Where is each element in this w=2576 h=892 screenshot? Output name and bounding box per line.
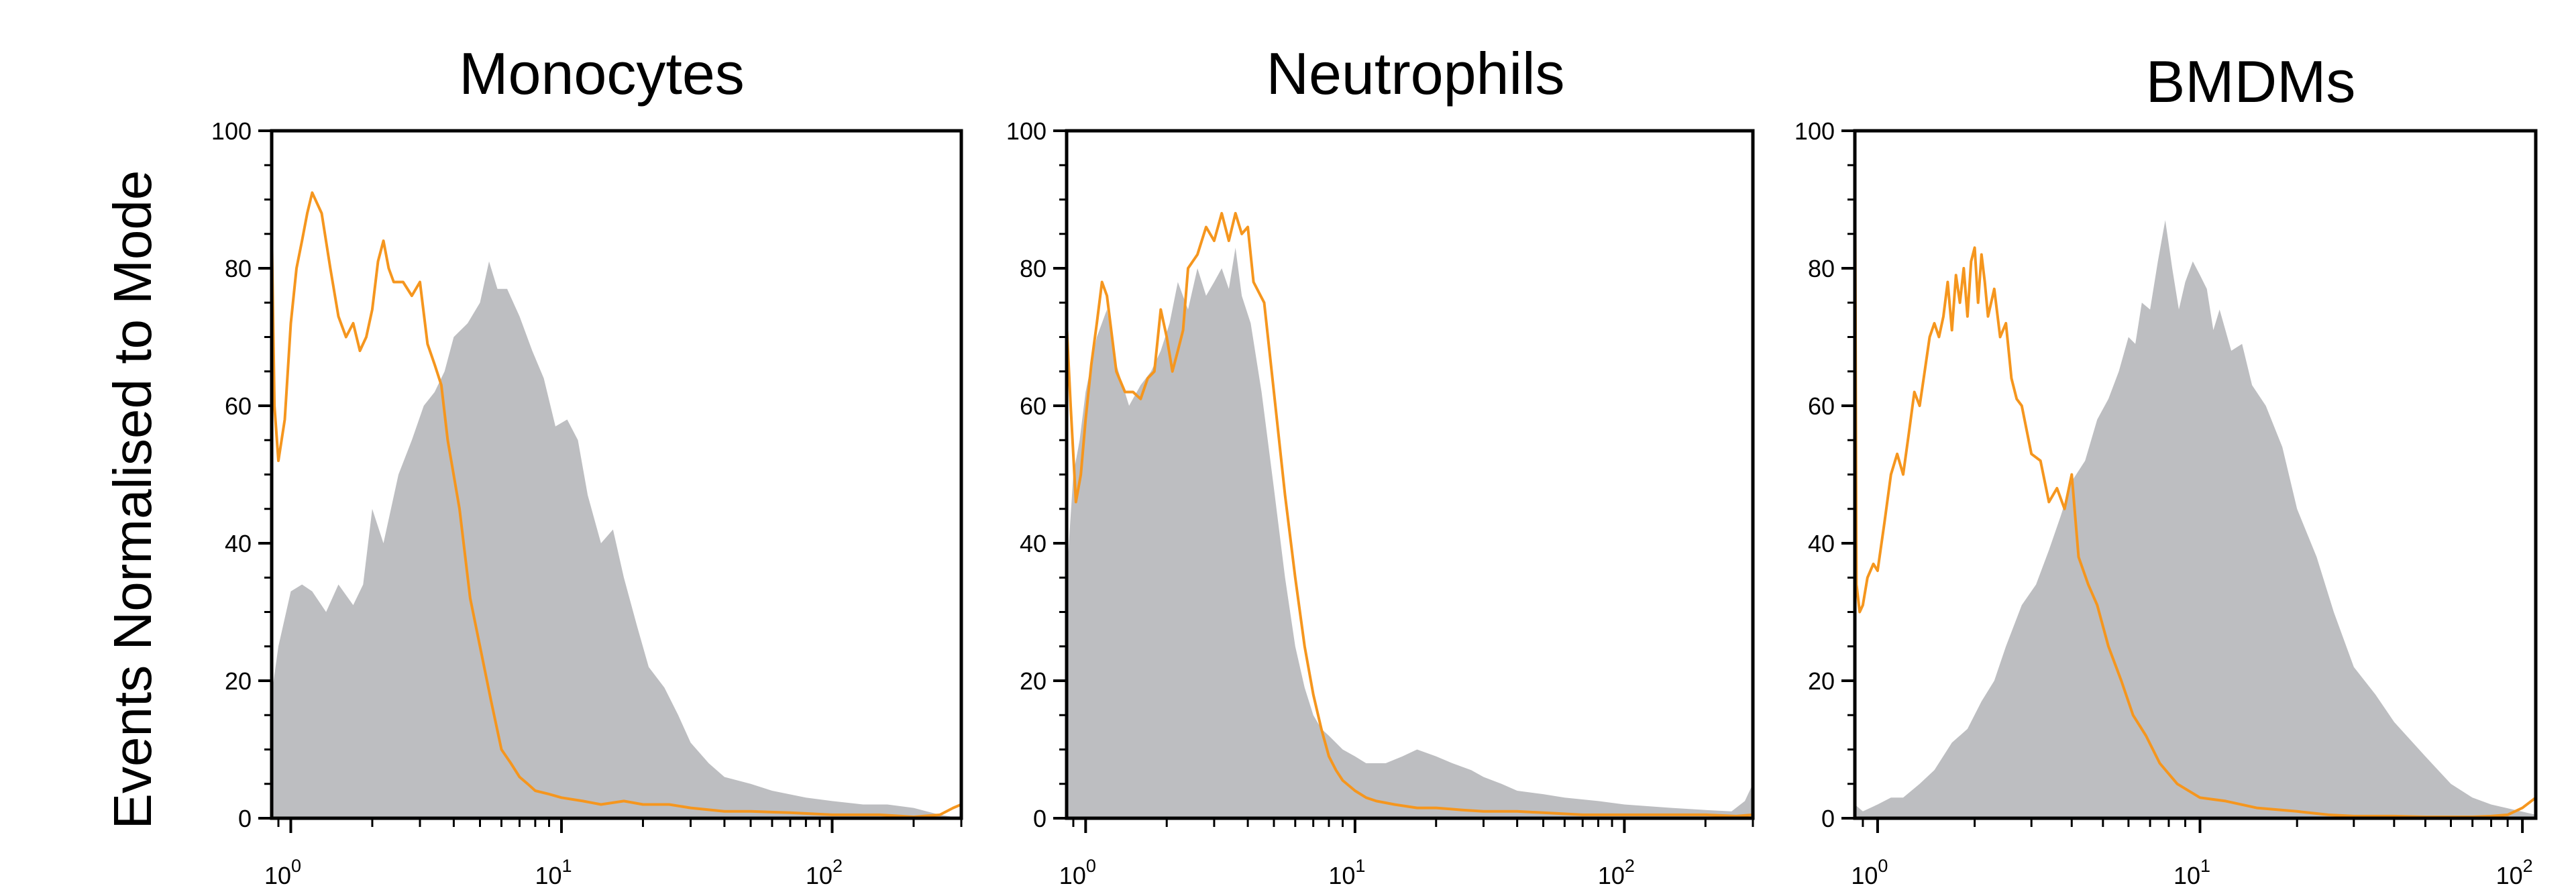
y-tick-label: 60 (1808, 392, 1835, 420)
x-tick-label: 102 (1598, 856, 1635, 889)
stained-histogram-monocytes (272, 261, 961, 818)
plot-neutrophils: 0 20 40 60 80 100 100 101 102 (1006, 117, 1755, 889)
isotype-line-neutrophils (1067, 212, 1753, 818)
y-tick-label: 0 (1033, 805, 1046, 832)
y-tick-label: 0 (1821, 805, 1835, 832)
x-tick-label: 100 (1851, 856, 1888, 889)
panel-title-monocytes: Monocytes (459, 40, 745, 107)
panel-title-neutrophils: Neutrophils (1266, 40, 1564, 107)
x-tick-label: 100 (264, 856, 301, 889)
y-tick-label: 100 (1006, 117, 1046, 145)
x-tick-label: 101 (535, 856, 572, 889)
panel-neutrophils: Neutrophils 0 20 40 60 80 100 100 101 102 (1006, 40, 1755, 889)
x-tick-label: 101 (2174, 856, 2210, 889)
y-tick-label: 40 (1808, 530, 1835, 557)
plot-bmdms: 0 20 40 60 80 100 100 101 102 (1794, 117, 2538, 889)
x-tick-label: 102 (2496, 856, 2533, 889)
stained-histogram-neutrophils (1067, 247, 1753, 818)
y-tick-label: 100 (1794, 117, 1835, 145)
x-tick-label: 100 (1059, 856, 1096, 889)
panel-title-bmdms: BMDMs (2146, 48, 2356, 115)
y-tick-label: 40 (225, 530, 252, 557)
y-tick-label: 20 (1020, 667, 1046, 695)
y-tick-label: 80 (1020, 255, 1046, 282)
y-tick-label: 20 (1808, 667, 1835, 695)
y-tick-label: 100 (211, 117, 252, 145)
isotype-line-bmdms (1855, 131, 2536, 818)
y-tick-label: 20 (225, 667, 252, 695)
panel-bmdms: BMDMs 0 20 40 60 80 100 100 101 102 (1794, 48, 2538, 889)
panel-monocytes: Monocytes 0 20 40 60 80 100 100 101 102 (211, 40, 963, 889)
y-tick-label: 80 (1808, 255, 1835, 282)
isotype-line-monocytes (272, 191, 961, 818)
x-tick-label: 101 (1328, 856, 1365, 889)
x-tick-label: 102 (806, 856, 843, 889)
y-tick-label: 0 (238, 805, 252, 832)
y-tick-label: 80 (225, 255, 252, 282)
y-tick-label: 60 (225, 392, 252, 420)
stained-histogram-bmdms (1855, 220, 2536, 818)
y-tick-label: 60 (1020, 392, 1046, 420)
y-axis-label: Events Normalised to Mode (103, 170, 162, 830)
y-tick-label: 40 (1020, 530, 1046, 557)
plot-monocytes: 0 20 40 60 80 100 100 101 102 (211, 117, 963, 889)
